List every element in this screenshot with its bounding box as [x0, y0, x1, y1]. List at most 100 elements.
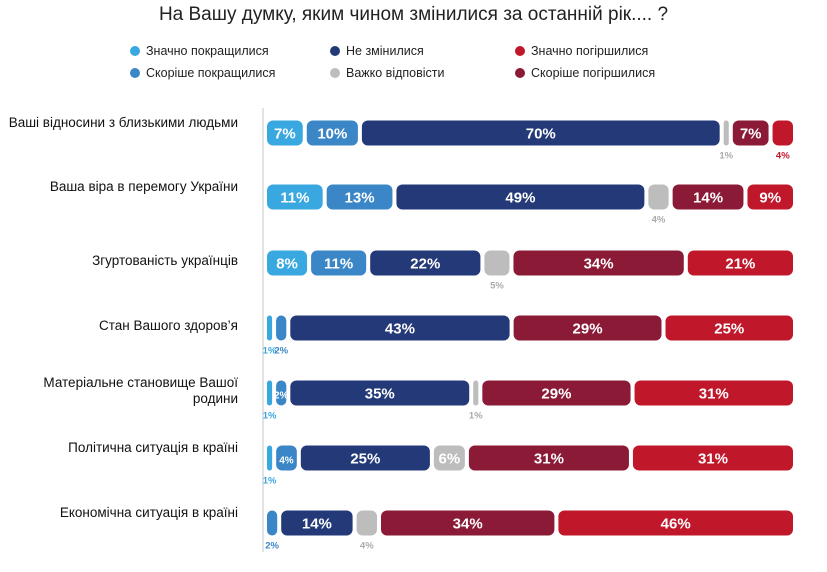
data-label: 31% [699, 386, 729, 403]
bar-segment [276, 315, 287, 341]
bar-segment [290, 380, 470, 406]
data-label: 1% [469, 411, 483, 422]
bar-segment [290, 315, 510, 341]
legend-label: Скоріше покращилися [146, 66, 276, 80]
data-label: 10% [317, 126, 347, 143]
legend-dot-icon [130, 68, 140, 78]
bar-segment [300, 445, 430, 471]
bar-segment [267, 250, 308, 276]
legend-dot-icon [330, 68, 340, 78]
bar-segment [558, 510, 793, 536]
bar-segment [433, 445, 465, 471]
category-label: Економічна ситуація в країні [59, 505, 238, 520]
bar-segment [723, 120, 729, 146]
data-label: 7% [274, 126, 296, 143]
bar-segment [381, 510, 555, 536]
data-label: 34% [453, 516, 483, 533]
legend-item: Значно покращилися [130, 44, 269, 58]
legend-item: Скоріше погіршилися [515, 66, 655, 80]
data-label: 21% [725, 256, 755, 273]
data-label: 1% [263, 476, 277, 487]
bar-segment [361, 120, 720, 146]
data-label: 29% [541, 386, 571, 403]
bar-segment [326, 184, 393, 210]
legend-label: Важко відповісти [346, 66, 445, 80]
data-label: 6% [439, 451, 461, 468]
bar-segment [473, 380, 479, 406]
data-label: 2% [265, 541, 279, 552]
data-label: 4% [360, 541, 374, 552]
bar-segment [306, 120, 358, 146]
data-label: 5% [490, 281, 504, 292]
legend-label: Значно покращилися [146, 44, 269, 58]
category-label: Ваша віра в перемогу України [49, 179, 238, 194]
category-label: Ваші відносини з близькими людьми [8, 115, 238, 130]
data-label: 35% [365, 386, 395, 403]
data-label: 34% [584, 256, 614, 273]
bar-segment [370, 250, 481, 276]
legend-item: Значно погіршилися [515, 44, 648, 58]
bar-segment [267, 510, 278, 536]
bar-segment [513, 315, 662, 341]
data-label: 46% [661, 516, 691, 533]
data-label: 22% [410, 256, 440, 273]
data-label: 25% [714, 321, 744, 338]
legend-dot-icon [515, 68, 525, 78]
bar-segment [687, 250, 793, 276]
bar-segment [482, 380, 631, 406]
bar-segment [634, 380, 793, 406]
category-label: Стан Вашого здоров’я [98, 318, 238, 333]
legend-label: Не змінилися [346, 44, 424, 58]
data-label: 43% [385, 321, 415, 338]
legend-dot-icon [330, 46, 340, 56]
data-label: 4% [279, 456, 294, 467]
legend-dot-icon [130, 46, 140, 56]
data-label: 49% [505, 190, 535, 207]
bar-segment [772, 120, 793, 146]
bar-segment [267, 120, 303, 146]
legend-label: Скоріше погіршилися [531, 66, 656, 80]
bar-segment [267, 315, 273, 341]
data-label: 13% [345, 190, 375, 207]
bar-segment [267, 380, 273, 406]
bar-segment [665, 315, 793, 341]
data-label: 9% [759, 190, 781, 207]
data-label: 1% [263, 346, 277, 357]
data-label: 31% [698, 451, 728, 468]
bar-segment [468, 445, 629, 471]
bar-segment [276, 445, 297, 471]
bar-segment [311, 250, 367, 276]
bar-segment [747, 184, 793, 210]
legend-item: Скоріше покращилися [130, 66, 275, 80]
data-label: 4% [652, 215, 666, 226]
data-label: 2% [274, 346, 288, 357]
legend-item: Не змінилися [330, 44, 424, 58]
data-label: 31% [534, 451, 564, 468]
bar-segment [732, 120, 769, 146]
data-label: 25% [350, 451, 380, 468]
bar-segment [356, 510, 377, 536]
bar-segment [513, 250, 684, 276]
data-label: 29% [573, 321, 603, 338]
data-label: 8% [276, 256, 298, 273]
bar-segment [648, 184, 669, 210]
data-label: 1% [263, 411, 277, 422]
data-label: 14% [693, 190, 723, 207]
legend-dot-icon [515, 46, 525, 56]
data-label: 4% [776, 151, 790, 162]
category-label: Політична ситуація в країні [68, 440, 238, 455]
data-label: 1% [719, 151, 733, 162]
data-label: 70% [526, 126, 556, 143]
legend-label: Значно погіршилися [531, 44, 649, 58]
legend-item: Важко відповісти [330, 66, 445, 80]
bar-segment [267, 184, 323, 210]
data-label: 7% [740, 126, 762, 143]
bar-segment [281, 510, 353, 536]
data-label: 14% [302, 516, 332, 533]
category-label: Матеріальне становище Вашої родини [43, 375, 238, 406]
chart-title: На Вашу думку, яким чином змінилися за о… [158, 4, 669, 25]
bar-segment [632, 445, 793, 471]
data-label: 11% [280, 190, 309, 207]
data-label: 2% [274, 391, 289, 402]
bar-segment [267, 445, 273, 471]
